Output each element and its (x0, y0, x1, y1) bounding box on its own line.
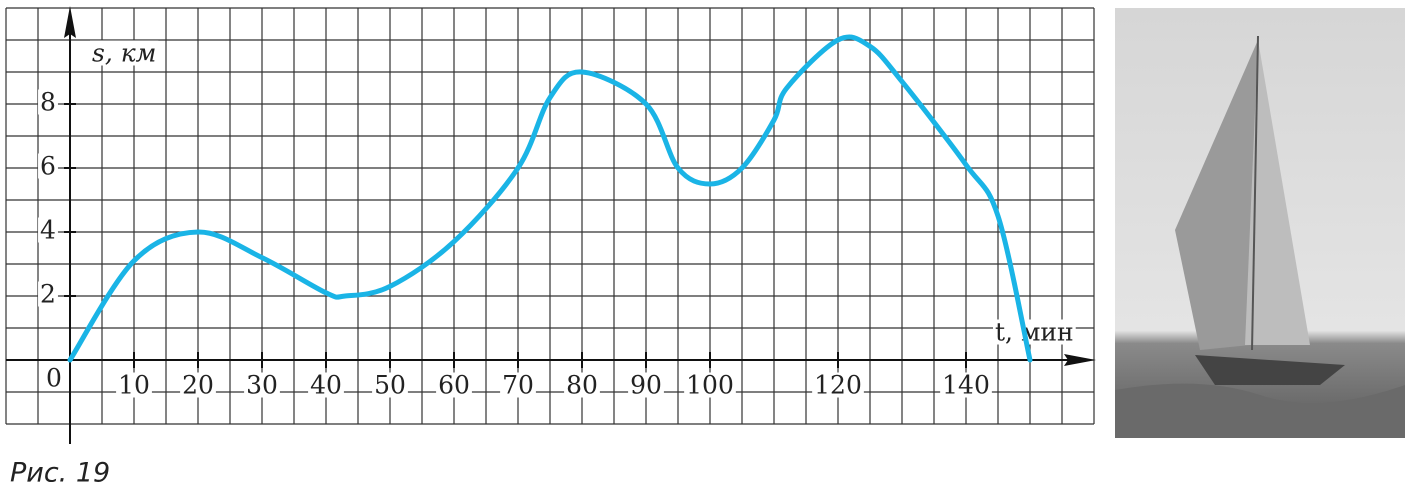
label-background (812, 372, 864, 398)
label-background (38, 153, 58, 179)
y-tick-label: 6 (40, 152, 56, 181)
y-tick-label: 8 (40, 88, 56, 117)
sail (1175, 40, 1258, 350)
origin-label: 0 (46, 364, 62, 393)
label-background (308, 372, 344, 398)
label-background (38, 89, 58, 115)
x-tick-label: 20 (182, 371, 214, 400)
x-tick-label: 120 (814, 371, 862, 400)
sail (1245, 40, 1310, 345)
x-tick-label: 60 (438, 371, 470, 400)
label-background (180, 372, 216, 398)
label-background (684, 372, 736, 398)
label-background (244, 372, 280, 398)
label-background (372, 372, 408, 398)
x-tick-label: 50 (374, 371, 406, 400)
y-tick-label: 4 (40, 216, 56, 245)
label-background (993, 319, 1076, 345)
label-background (564, 372, 600, 398)
label-background (628, 372, 664, 398)
x-axis-arrow (1064, 354, 1096, 366)
grid (5, 7, 1095, 425)
y-axis-label: s, км (92, 39, 156, 68)
x-tick-label: 140 (942, 371, 990, 400)
mast (1251, 35, 1259, 351)
waves (1115, 383, 1405, 438)
label-background (44, 365, 64, 391)
y-tick-label: 2 (40, 280, 56, 309)
x-axis-label: t, мин (995, 318, 1074, 347)
photo (1115, 8, 1405, 438)
hull (1195, 355, 1345, 385)
x-tick-label: 80 (566, 371, 598, 400)
label-background (940, 372, 992, 398)
x-tick-label: 100 (686, 371, 734, 400)
x-tick-label: 40 (310, 371, 342, 400)
x-tick-label: 70 (502, 371, 534, 400)
label-background (38, 281, 58, 307)
label-background (116, 372, 152, 398)
caption: Рис. 19 (10, 458, 110, 489)
x-tick-label: 30 (246, 371, 278, 400)
y-axis-arrow (64, 6, 76, 38)
label-background (38, 217, 58, 243)
x-tick-label: 10 (118, 371, 150, 400)
x-tick-label: 90 (630, 371, 662, 400)
label-background (436, 372, 472, 398)
label-background (90, 40, 159, 66)
distance-curve (67, 34, 1033, 363)
label-background (500, 372, 536, 398)
